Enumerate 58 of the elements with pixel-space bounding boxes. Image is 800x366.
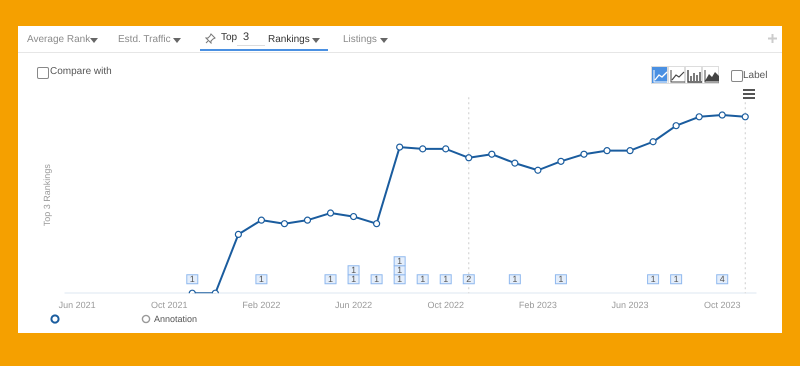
point xyxy=(234,230,242,238)
annotation: 1 xyxy=(443,274,448,284)
point xyxy=(649,138,657,146)
text: 3 xyxy=(243,31,250,43)
annotation: 1 xyxy=(351,274,356,284)
x-tick-label: Jun 2021 xyxy=(58,300,96,310)
point xyxy=(718,111,726,119)
annotation: 1 xyxy=(374,274,380,284)
annotation: 4 xyxy=(720,274,725,284)
text: Estd. Traffic xyxy=(118,34,171,45)
point xyxy=(603,147,611,154)
point xyxy=(280,220,288,228)
annotation: 1 xyxy=(258,274,264,284)
point xyxy=(326,209,334,217)
point xyxy=(672,122,680,130)
point xyxy=(442,145,450,152)
annotation: 1 xyxy=(650,274,656,284)
annotation: 1 xyxy=(397,256,402,266)
y-axis-title: Top 3 Rankings xyxy=(42,164,52,226)
x-tick-label: Jun 2023 xyxy=(612,300,649,310)
annotation: 1 xyxy=(512,274,518,284)
point xyxy=(304,216,312,224)
point xyxy=(465,154,472,162)
text: Compare with xyxy=(50,66,112,77)
point xyxy=(534,166,542,174)
text: Average Rank xyxy=(27,34,90,45)
point xyxy=(419,145,426,152)
point xyxy=(626,147,634,154)
legend-label: Annotation xyxy=(154,314,198,324)
annotation: 1 xyxy=(397,265,402,276)
annotation: 1 xyxy=(397,274,402,284)
x-tick-label: Feb 2022 xyxy=(242,300,280,310)
point xyxy=(488,150,496,158)
annotation: 1 xyxy=(674,274,679,284)
annotation: 1 xyxy=(190,274,195,284)
text: Top xyxy=(221,32,238,43)
point xyxy=(396,143,404,151)
text: Label xyxy=(743,70,768,81)
point xyxy=(742,113,749,120)
point xyxy=(580,150,588,158)
annotation: 1 xyxy=(328,274,334,284)
x-tick-label: Oct 2023 xyxy=(704,300,740,310)
annotation: 1 xyxy=(558,274,564,284)
point xyxy=(258,216,266,224)
x-tick-label: Feb 2023 xyxy=(518,300,557,310)
x-tick-label: Oct 2022 xyxy=(427,300,464,310)
point xyxy=(557,158,565,165)
annotation: 2 xyxy=(466,274,472,284)
point xyxy=(696,113,703,120)
x-tick-label: Jun 2022 xyxy=(335,300,372,310)
annotation: 1 xyxy=(351,265,356,276)
text: Listings xyxy=(343,34,377,45)
x-tick-label: Oct 2021 xyxy=(150,300,188,310)
text: Rankings xyxy=(268,34,310,45)
point xyxy=(511,160,518,167)
point xyxy=(350,212,358,220)
annotation: 1 xyxy=(420,274,426,284)
point xyxy=(373,220,380,228)
